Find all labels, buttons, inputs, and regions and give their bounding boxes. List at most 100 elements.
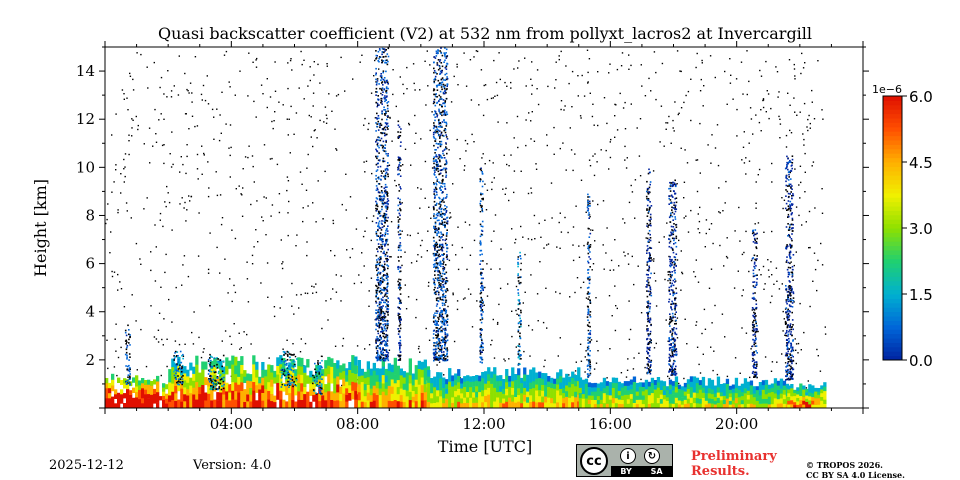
preliminary-line-1: Preliminary <box>691 449 777 464</box>
colorbar-segment <box>883 329 902 335</box>
colorbar-tick-label: 0.0 <box>909 352 933 370</box>
colorbar-segment <box>883 298 902 304</box>
boundary-layer-segment <box>787 382 827 409</box>
copyright-note: © TROPOS 2026. CC BY SA 4.0 License. <box>806 460 905 480</box>
version-label: Version: 4.0 <box>193 458 272 473</box>
colorbar-segment <box>883 333 902 339</box>
colorbar-exponent-label: 1e−6 <box>872 83 902 96</box>
cloud-column <box>751 229 758 379</box>
boundary-layer-segment <box>105 373 172 409</box>
preliminary-results-note: Preliminary Results. <box>691 449 777 479</box>
colorbar-segment <box>883 188 902 194</box>
date-label: 2025-12-12 <box>49 458 124 473</box>
x-tick-label: 08:00 <box>336 415 379 433</box>
cloud-column <box>312 359 323 396</box>
colorbar-segment <box>883 285 902 291</box>
cc-icon: cc <box>580 447 608 475</box>
colorbar-segment <box>883 148 902 154</box>
colorbar-segment <box>883 223 902 229</box>
colorbar-segment <box>883 192 902 198</box>
colorbar-segment <box>883 342 902 348</box>
cloud-column <box>784 155 795 381</box>
colorbar-segment <box>883 236 902 242</box>
colorbar-segment <box>883 254 902 260</box>
colorbar-segment <box>883 307 902 313</box>
cc-license-badge: cc i ↻ BY SA <box>576 444 673 477</box>
colorbar-segment <box>883 184 902 189</box>
colorbar-segment <box>883 272 902 277</box>
colorbar-segment <box>883 206 902 211</box>
colorbar-segment <box>883 311 902 317</box>
boundary-layer-segment <box>427 367 581 409</box>
preliminary-line-2: Results. <box>691 464 750 479</box>
cloud-column <box>586 193 592 378</box>
axes: 04:00 08:00 12:00 16:00 20:00 2 4 6 8 10 12 14 <box>76 41 869 433</box>
colorbar-segment <box>883 351 902 357</box>
colorbar-segment <box>883 96 902 101</box>
colorbar-segment <box>883 324 902 330</box>
colorbar-tick-label: 6.0 <box>909 88 933 106</box>
x-axis-label: Time [UTC] <box>437 437 533 456</box>
colorbar-segment <box>883 241 902 247</box>
colorbar-segment <box>883 122 902 128</box>
colorbar-segment <box>883 263 902 269</box>
share-alike-icon: ↻ <box>644 448 660 464</box>
y-tick-label: 14 <box>76 62 95 80</box>
cloud-column <box>432 47 449 362</box>
y-tick-label: 8 <box>85 206 95 224</box>
colorbar-segment <box>883 267 902 273</box>
colorbar-segment <box>883 232 902 238</box>
cloud-column <box>517 251 522 366</box>
colorbar-segment <box>883 166 902 172</box>
x-tick-label: 04:00 <box>210 415 253 433</box>
colorbar: 0.0 1.5 3.0 4.5 6.0 <box>882 88 933 370</box>
colorbar-segment <box>883 131 902 137</box>
colorbar-segment <box>883 280 902 286</box>
copyright-line-2: CC BY SA 4.0 License. <box>806 470 905 480</box>
colorbar-segment <box>883 100 902 106</box>
colorbar-segment <box>883 294 902 299</box>
license-sa-text: SA <box>650 466 663 476</box>
x-tick-label: 16:00 <box>589 415 632 433</box>
chart-title: Quasi backscatter coefficient (V2) at 53… <box>157 24 813 43</box>
colorbar-segment <box>883 228 902 233</box>
colorbar-segment <box>883 245 902 251</box>
cloud-column <box>397 120 402 361</box>
boundary-layer-segment <box>578 376 790 409</box>
colorbar-segment <box>883 346 902 352</box>
y-tick-label: 10 <box>76 158 95 176</box>
colorbar-segment <box>883 316 902 321</box>
colorbar-tick-label: 4.5 <box>909 154 933 172</box>
cloud-column <box>280 350 298 388</box>
cloud-column <box>375 47 390 362</box>
colorbar-segment <box>883 140 902 145</box>
colorbar-segment <box>883 157 902 163</box>
colorbar-segment <box>883 276 902 282</box>
colorbar-segment <box>883 118 902 123</box>
colorbar-segment <box>883 197 902 203</box>
y-tick-label: 6 <box>85 255 95 273</box>
copyright-line-1: © TROPOS 2026. <box>806 460 883 470</box>
boundary-layer-segment <box>357 357 430 409</box>
colorbar-segment <box>883 338 902 343</box>
cloud-column <box>207 353 225 391</box>
colorbar-segment <box>883 144 902 150</box>
colorbar-segment <box>883 162 902 167</box>
colorbar-segment <box>883 135 902 141</box>
colorbar-segment <box>883 219 902 225</box>
colorbar-segment <box>883 355 902 361</box>
colorbar-segment <box>883 179 902 185</box>
colorbar-segment <box>883 258 902 264</box>
cloud-column <box>173 350 184 386</box>
license-by-text: BY <box>620 466 632 476</box>
colorbar-tick-label: 1.5 <box>909 286 933 304</box>
colorbar-segment <box>883 320 902 326</box>
colorbar-segment <box>883 153 902 159</box>
license-strip: BY SA <box>611 466 672 476</box>
boundary-layer-segment <box>168 355 361 409</box>
colorbar-segment <box>883 170 902 176</box>
colorbar-segment <box>883 201 902 207</box>
plot-area <box>105 47 827 409</box>
y-tick-label: 12 <box>76 110 95 128</box>
